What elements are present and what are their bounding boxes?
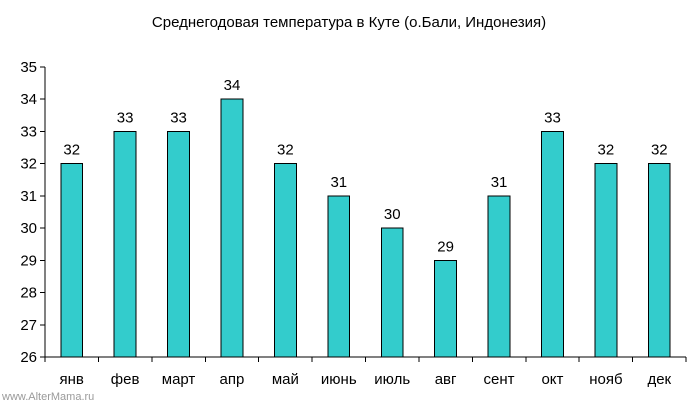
x-tick-label: март (162, 371, 196, 388)
bar (594, 163, 618, 358)
x-tick-label: дек (647, 371, 671, 388)
y-tick-label: 33 (20, 123, 37, 140)
bar-value-label: 30 (384, 206, 401, 223)
x-tick-label: фев (111, 371, 140, 388)
y-tick-label: 34 (20, 91, 37, 108)
y-tick-label: 30 (20, 220, 37, 237)
bar (647, 163, 671, 358)
y-tick-label: 31 (20, 188, 37, 205)
y-tick-label: 29 (20, 252, 37, 269)
bar (487, 195, 511, 358)
bar (327, 195, 351, 358)
x-tick-label: июнь (321, 371, 357, 388)
bar-value-label: 31 (491, 174, 508, 191)
bar (541, 130, 564, 358)
bar-value-label: 29 (437, 238, 454, 255)
bar-value-label: 33 (544, 109, 561, 126)
bar-value-label: 32 (598, 142, 615, 159)
x-tick-label: май (272, 371, 299, 388)
x-tick-label: янв (60, 371, 84, 388)
x-tick-label: авг (435, 371, 457, 388)
chart-title: Среднегодовая температура в Куте (о.Бали… (152, 14, 546, 31)
y-tick-label: 27 (20, 317, 37, 334)
bar-value-label: 31 (330, 174, 347, 191)
bar-value-label: 32 (651, 142, 668, 159)
bar-value-label: 32 (277, 142, 294, 159)
x-tick-label: сент (484, 371, 515, 388)
x-tick-label: апр (220, 371, 245, 388)
y-tick-label: 32 (20, 156, 37, 173)
data-labels: 32 33 33 34 32 31 30 29 31 33 32 32 (63, 77, 667, 255)
x-tick-label: нояб (589, 371, 622, 388)
bar (113, 130, 137, 358)
bar (60, 163, 84, 358)
bar-value-label: 34 (224, 77, 241, 94)
bars (60, 98, 671, 358)
bar-value-label: 32 (63, 142, 80, 159)
y-tick-label: 28 (20, 285, 37, 302)
bar (380, 227, 404, 358)
bar (434, 259, 458, 358)
bar (220, 98, 244, 358)
x-axis: янв фев март апр май июнь июль авг сент окт нояб де… (44, 356, 687, 388)
y-axis: 26 27 28 29 30 31 32 33 34 35 (20, 59, 46, 366)
bar-value-label: 33 (117, 109, 134, 126)
bar (167, 130, 190, 358)
y-tick-label: 35 (20, 59, 37, 76)
bar (273, 163, 297, 358)
y-tick-label: 26 (20, 349, 37, 366)
bar-value-label: 33 (170, 109, 187, 126)
watermark: www.AlterMama.ru (1, 391, 94, 403)
x-tick-label: июль (374, 371, 410, 388)
x-tick-label: окт (541, 371, 563, 388)
